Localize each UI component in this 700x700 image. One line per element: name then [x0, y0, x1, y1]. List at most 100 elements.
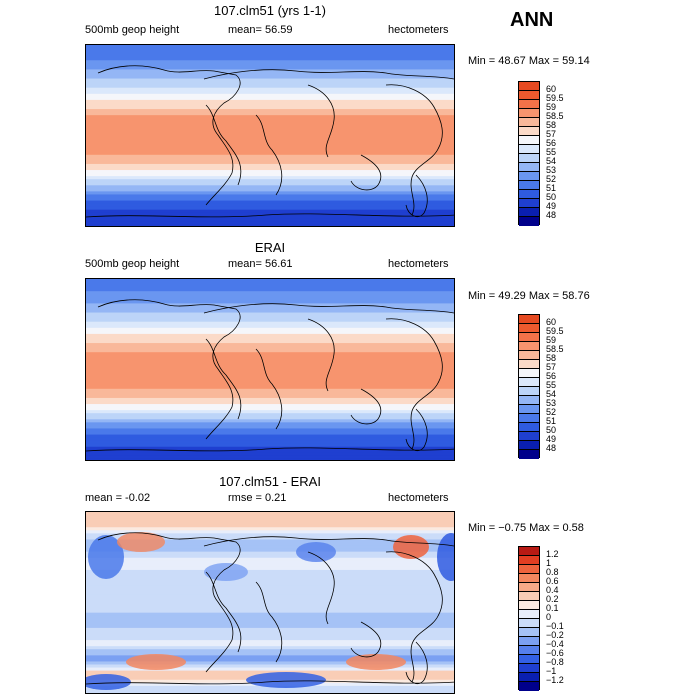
colorbar-tick-label: 0.4 — [546, 585, 559, 595]
field-band — [86, 428, 454, 433]
field-band — [86, 99, 454, 104]
field-band — [86, 646, 454, 650]
field-band — [86, 318, 454, 323]
field-band — [86, 548, 454, 553]
colorbar-tick-label: 50 — [546, 192, 557, 202]
field-band — [86, 349, 454, 353]
field-band — [86, 609, 454, 614]
colorbar-swatch — [519, 396, 539, 405]
field-band — [86, 440, 454, 445]
colorbar-tick-label: 56 — [546, 371, 557, 381]
field-band — [86, 279, 454, 283]
field-band — [86, 179, 454, 183]
field-band — [86, 394, 454, 399]
panel1-colorbar-labels: 60 59.5 59 58.5 58 57 56 55 54 53 52 51 50 49 48 — [546, 85, 564, 220]
field-band — [86, 597, 454, 602]
panel1-field — [86, 45, 454, 226]
field-band — [86, 594, 454, 598]
colorbar-swatch — [519, 351, 539, 360]
colorbar-tick-label: 0 — [546, 612, 552, 622]
colorbar-tick-label: 51 — [546, 416, 557, 426]
field-band — [86, 615, 454, 620]
colorbar-tick-label: 51 — [546, 183, 557, 193]
field-band — [86, 209, 454, 214]
colorbar-swatch — [519, 601, 539, 610]
field-band — [86, 618, 454, 623]
colorbar-swatch — [519, 628, 539, 637]
field-band — [86, 194, 454, 199]
colorbar-swatch — [519, 91, 539, 100]
field-band — [86, 309, 454, 314]
field-band — [86, 96, 454, 101]
field-band — [86, 285, 454, 289]
field-band — [86, 563, 454, 568]
colorbar-tick-label: 0.1 — [546, 603, 559, 613]
colorbar-tick-label: 50 — [546, 425, 557, 435]
panel3-map — [85, 511, 455, 694]
field-band — [86, 585, 454, 589]
colorbar-swatch — [519, 217, 539, 226]
colorbar-tick-label: 1 — [546, 558, 552, 568]
panel1-mean: mean= 56.59 — [228, 24, 293, 36]
field-band — [86, 569, 454, 574]
field-band — [86, 533, 454, 537]
field-band — [86, 518, 454, 522]
field-band — [86, 691, 454, 693]
field-band — [86, 221, 454, 226]
colorbar-tick-label: −0.2 — [546, 630, 564, 640]
field-band — [86, 206, 454, 211]
field-band — [86, 167, 454, 171]
coastline-outline — [86, 65, 454, 218]
colorbar-swatch — [519, 172, 539, 181]
panel3-units: hectometers — [388, 492, 449, 504]
field-band — [86, 330, 454, 335]
field-band — [86, 81, 454, 86]
colorbar-swatch — [519, 100, 539, 109]
field-band — [86, 112, 454, 116]
field-band — [86, 182, 454, 186]
field-band — [86, 154, 454, 159]
field-band — [86, 560, 454, 565]
field-band — [86, 291, 454, 295]
field-band — [86, 343, 454, 347]
colorbar-tick-label: −0.8 — [546, 657, 564, 667]
colorbar-tick-label: −0.6 — [546, 648, 564, 658]
field-band — [86, 388, 454, 393]
colorbar-tick-label: 1.2 — [546, 549, 559, 559]
field-band — [86, 312, 454, 317]
field-band — [86, 370, 454, 375]
field-band — [86, 60, 454, 64]
panel2-minmax: Min = 49.29 Max = 58.76 — [468, 290, 590, 302]
panel3-minmax: Min = −0.75 Max = 0.58 — [468, 522, 584, 534]
field-band — [86, 667, 454, 672]
field-band — [86, 443, 454, 448]
panel2-units: hectometers — [388, 258, 449, 270]
colorbar-tick-label: 59 — [546, 102, 557, 112]
field-band — [86, 527, 454, 531]
field-band — [86, 452, 454, 457]
colorbar-tick-label: 55 — [546, 380, 557, 390]
panel2-field — [86, 279, 454, 460]
panel1-title: 107.clm51 (yrs 1-1) — [214, 3, 326, 18]
field-band — [86, 688, 454, 693]
field-band — [86, 582, 454, 586]
field-band — [86, 63, 454, 67]
field-band — [86, 664, 454, 669]
colorbar-swatch — [519, 583, 539, 592]
field-band — [86, 151, 454, 156]
colorbar-tick-label: 57 — [546, 129, 557, 139]
field-band — [86, 434, 454, 439]
field-band — [86, 157, 454, 162]
field-band — [86, 352, 454, 356]
field-band — [86, 551, 454, 556]
colorbar-swatch — [519, 378, 539, 387]
field-band — [86, 297, 454, 301]
field-band — [86, 75, 454, 80]
field-band — [86, 324, 454, 329]
field-band — [86, 367, 454, 372]
colorbar-swatch — [519, 405, 539, 414]
panel2-colorbar — [518, 314, 540, 459]
coastline-outline — [86, 532, 454, 685]
field-band — [86, 224, 454, 226]
field-band — [86, 431, 454, 436]
